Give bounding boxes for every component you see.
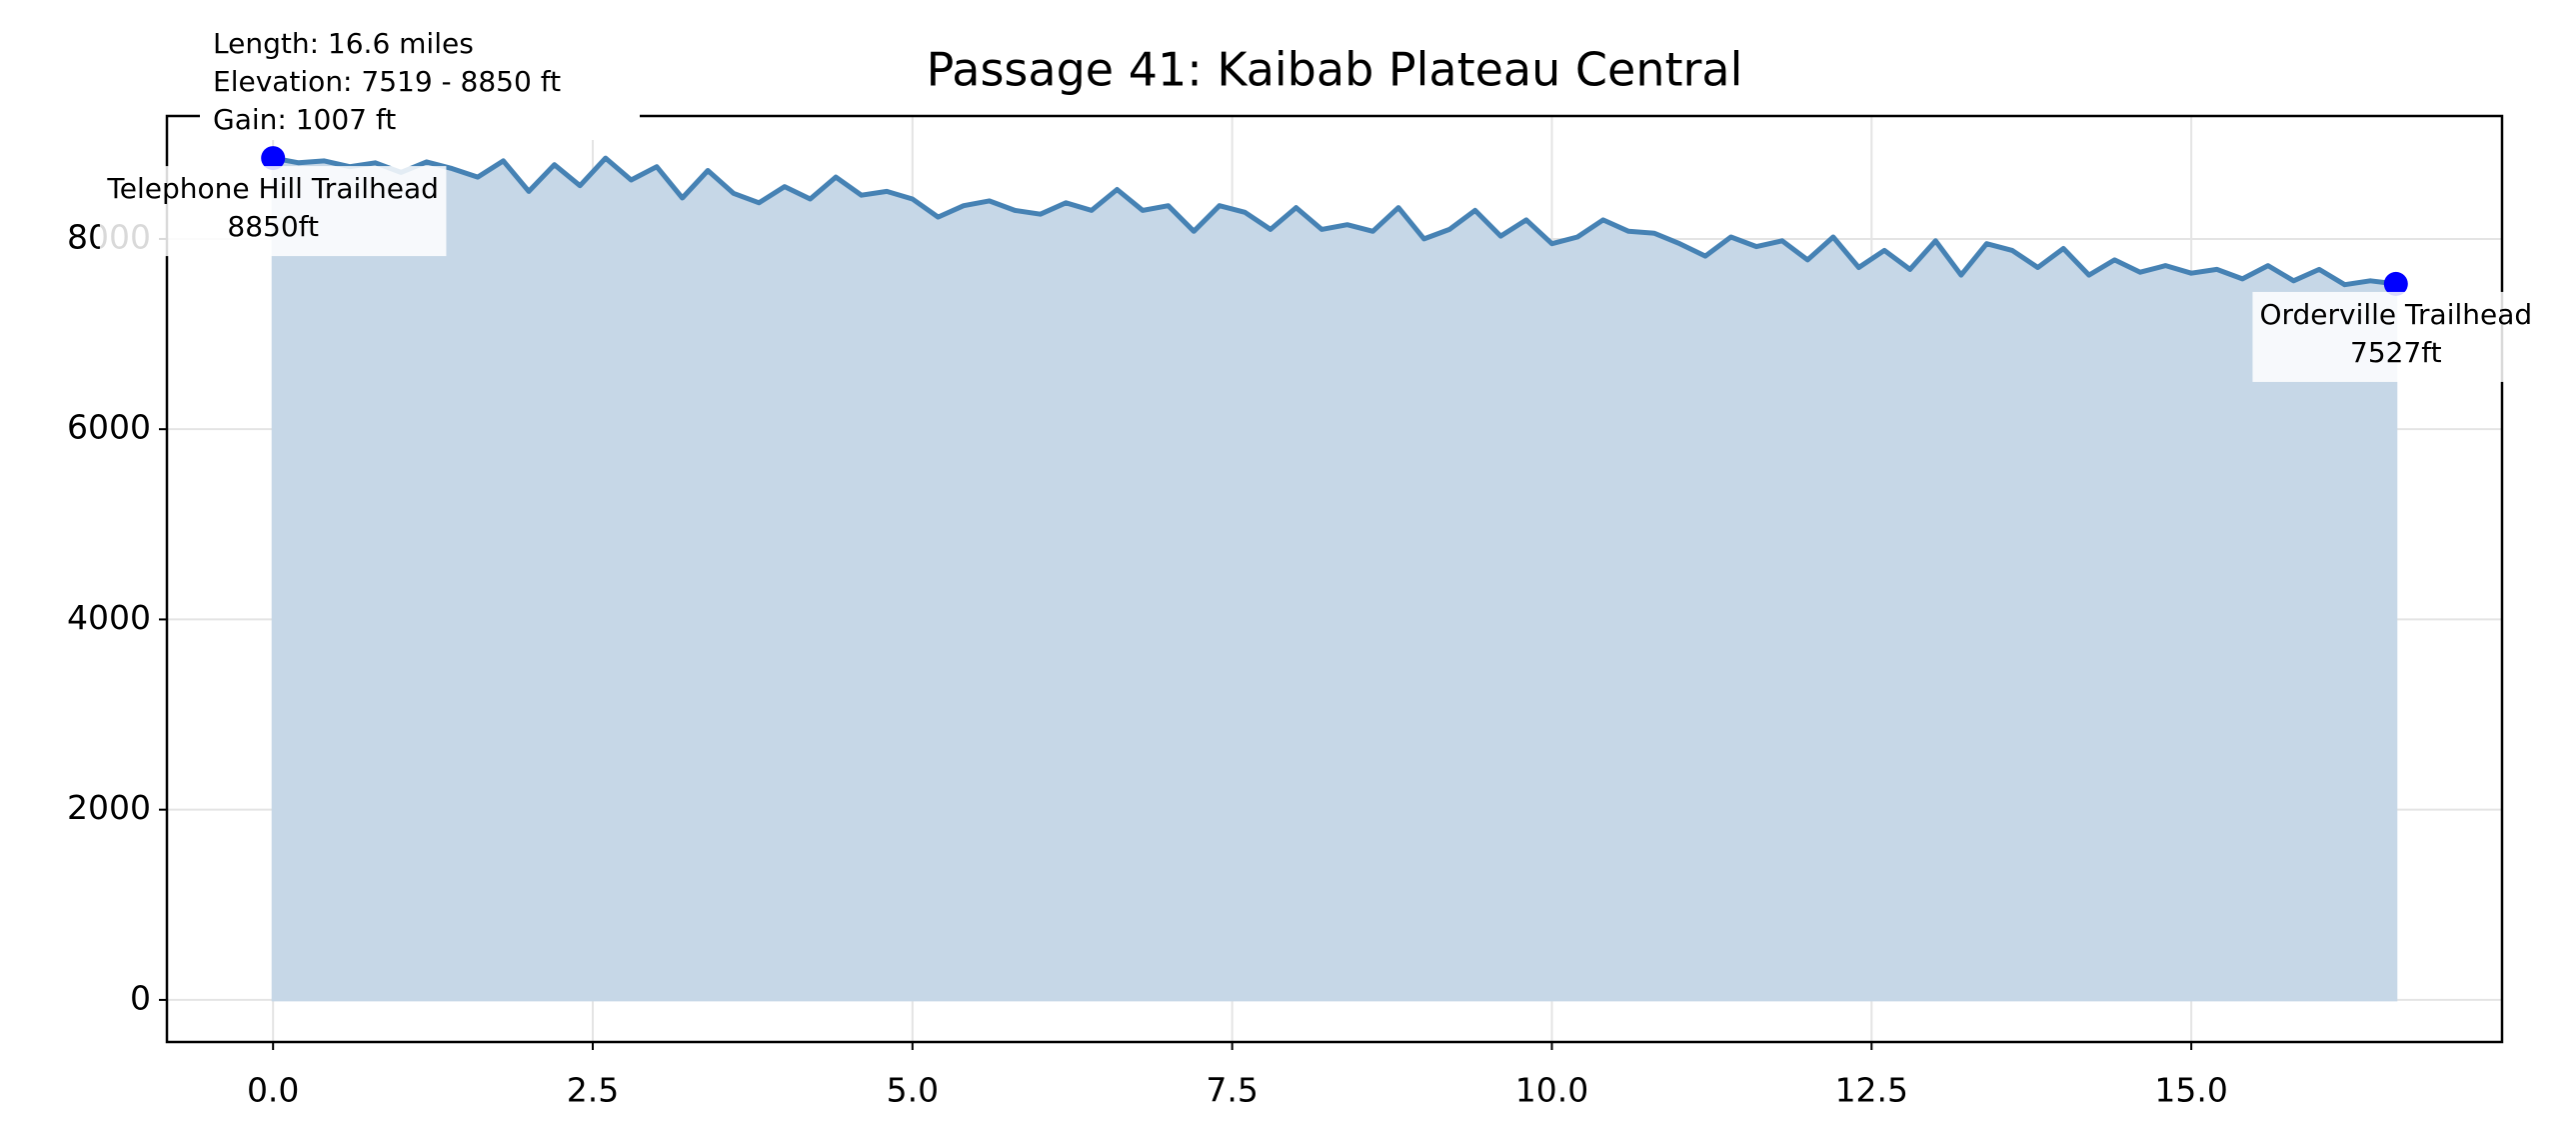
- y-tick-label: 4000: [67, 598, 151, 637]
- x-tick-label: 15.0: [2154, 1071, 2227, 1110]
- x-tick-label: 7.5: [1206, 1071, 1258, 1110]
- x-tick-label: 2.5: [567, 1071, 619, 1110]
- trailhead-label: Orderville Trailhead 7527ft: [2252, 291, 2540, 382]
- stats-length: Length: 16.6 miles: [213, 27, 474, 60]
- elevation-area: [271, 156, 2398, 1002]
- x-tick-label: 0.0: [247, 1071, 299, 1110]
- trailhead-label: Telephone Hill Trailhead 8850ft: [99, 166, 447, 257]
- trailhead-marker: [2383, 271, 2408, 296]
- x-tick-label: 12.5: [1835, 1071, 1908, 1110]
- plot-area: [167, 116, 2502, 1042]
- x-tick-label: 5.0: [887, 1071, 939, 1110]
- trailhead-name: Telephone Hill Trailhead: [106, 172, 439, 205]
- y-tick-label: 0: [130, 978, 151, 1017]
- label-box: [2252, 291, 2540, 382]
- elevation-line: [272, 155, 2397, 288]
- trailhead-elevation: 8850ft: [227, 210, 319, 243]
- y-tick-label: 2000: [67, 788, 151, 827]
- x-tick-label: 10.0: [1515, 1071, 1588, 1110]
- stats-gain: Gain: 1007 ft: [213, 103, 396, 136]
- chart-title: Passage 41: Kaibab Plateau Central: [927, 43, 1743, 97]
- y-tick-label: 6000: [67, 408, 151, 447]
- stats-elevation: Elevation: 7519 - 8850 ft: [213, 65, 561, 98]
- axes-frame: [165, 114, 2504, 1044]
- label-box: [99, 166, 447, 257]
- stats-box: [200, 22, 640, 140]
- trailhead-elevation: 7527ft: [2350, 336, 2442, 369]
- trailhead-name: Orderville Trailhead: [2259, 298, 2532, 331]
- trailhead-marker: [261, 146, 286, 171]
